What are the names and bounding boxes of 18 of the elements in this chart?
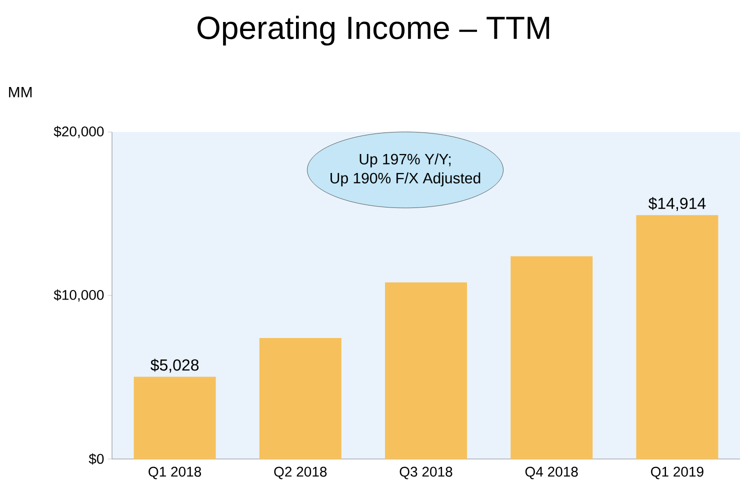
y-axis-title: MM (9, 86, 32, 98)
x-tick-label: Q2 2018 (274, 466, 327, 480)
data-label: $5,028 (150, 358, 199, 373)
x-tick-label: Q1 2019 (651, 466, 704, 480)
annotation: Up 197% Y/Y; Up 190% F/X Adjusted (330, 153, 480, 186)
bar (385, 282, 467, 459)
y-tick-label: $0 (88, 453, 104, 465)
bar (510, 256, 593, 459)
y-tick-label: $10,000 (54, 289, 104, 302)
data-label: $14,914 (648, 197, 706, 211)
chart-title: Operating Income – TTM (198, 16, 550, 46)
bar (259, 338, 342, 459)
x-tick-label: Q1 2018 (148, 466, 202, 480)
bar (636, 215, 718, 459)
x-tick-label: Q3 2018 (400, 466, 452, 480)
x-tick-label: Q4 2018 (525, 466, 578, 480)
bar (134, 376, 216, 459)
y-tick-label: $20,000 (54, 126, 104, 138)
